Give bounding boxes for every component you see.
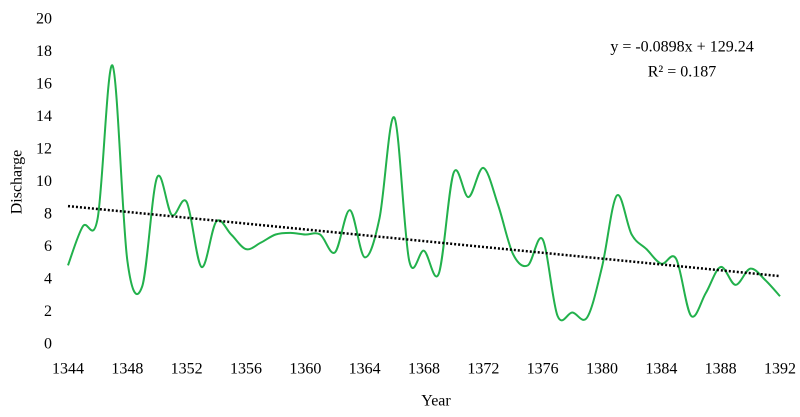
x-tick-label: 1376: [527, 361, 559, 378]
y-tick-label: 12: [36, 141, 52, 158]
y-tick-label: 18: [36, 43, 52, 60]
x-axis-label: Year: [421, 393, 451, 410]
y-tick-label: 10: [36, 173, 52, 190]
trendline: [67, 204, 781, 278]
y-tick-label: 16: [36, 76, 52, 93]
trendline-equation: y = -0.0898x + 129.24: [610, 39, 753, 56]
data-line: [67, 64, 781, 322]
y-tick-label: 4: [44, 271, 52, 288]
y-tick-label: 14: [36, 108, 52, 125]
r-squared: R² = 0.187: [648, 64, 717, 81]
x-tick-label: 1364: [349, 361, 381, 378]
x-tick-label: 1388: [705, 361, 737, 378]
x-tick-label: 1384: [645, 361, 677, 378]
y-axis-label: Discharge: [9, 150, 26, 215]
x-tick-label: 1368: [408, 361, 440, 378]
y-tick-label: 2: [44, 303, 52, 320]
x-tick-label: 1356: [230, 361, 262, 378]
y-tick-label: 0: [44, 336, 52, 353]
x-tick-label: 1372: [467, 361, 499, 378]
x-tick-label: 1392: [764, 361, 796, 378]
y-tick-label: 8: [44, 206, 52, 223]
y-tick-label: 20: [36, 11, 52, 28]
x-tick-label: 1352: [171, 361, 203, 378]
y-tick-label: 6: [44, 238, 52, 255]
x-tick-label: 1380: [586, 361, 618, 378]
x-tick-label: 1348: [111, 361, 143, 378]
x-tick-label: 1344: [52, 361, 84, 378]
x-tick-label: 1360: [289, 361, 321, 378]
